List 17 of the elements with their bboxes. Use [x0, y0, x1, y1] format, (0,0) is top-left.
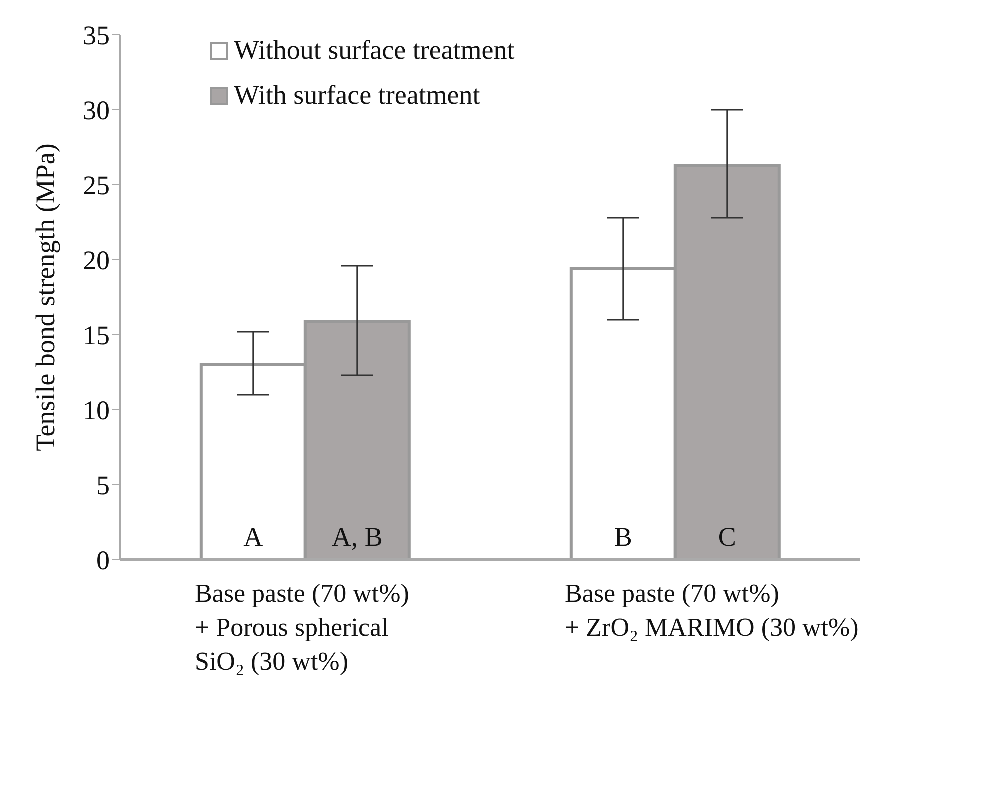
y-tick-label: 5 — [96, 470, 110, 501]
legend-label: With surface treatment — [234, 80, 480, 111]
data-label: A — [244, 522, 264, 552]
y-tick-label: 15 — [83, 320, 110, 351]
y-tick-label: 25 — [83, 170, 110, 201]
y-tick-label: 20 — [83, 246, 110, 276]
x-tick-label: Base paste (70 wt%) + ZrO₂ MARIMO (30 wt%) — [565, 579, 859, 642]
y-tick-label: 30 — [83, 96, 110, 126]
y-tick-label: 35 — [83, 20, 110, 51]
data-label: C — [718, 522, 736, 552]
x-tick-label: Base paste (70 wt%) + Porous spherical SiO₂ (30 wt%) — [195, 579, 410, 676]
data-label: A, B — [332, 522, 383, 552]
y-tick-label: 10 — [83, 396, 110, 426]
legend-label: Without surface treatment — [234, 35, 515, 66]
y-axis-title: Tensile bond strength (MPa) — [30, 144, 61, 452]
y-tick-label: 0 — [96, 546, 110, 576]
data-label: B — [614, 522, 632, 552]
